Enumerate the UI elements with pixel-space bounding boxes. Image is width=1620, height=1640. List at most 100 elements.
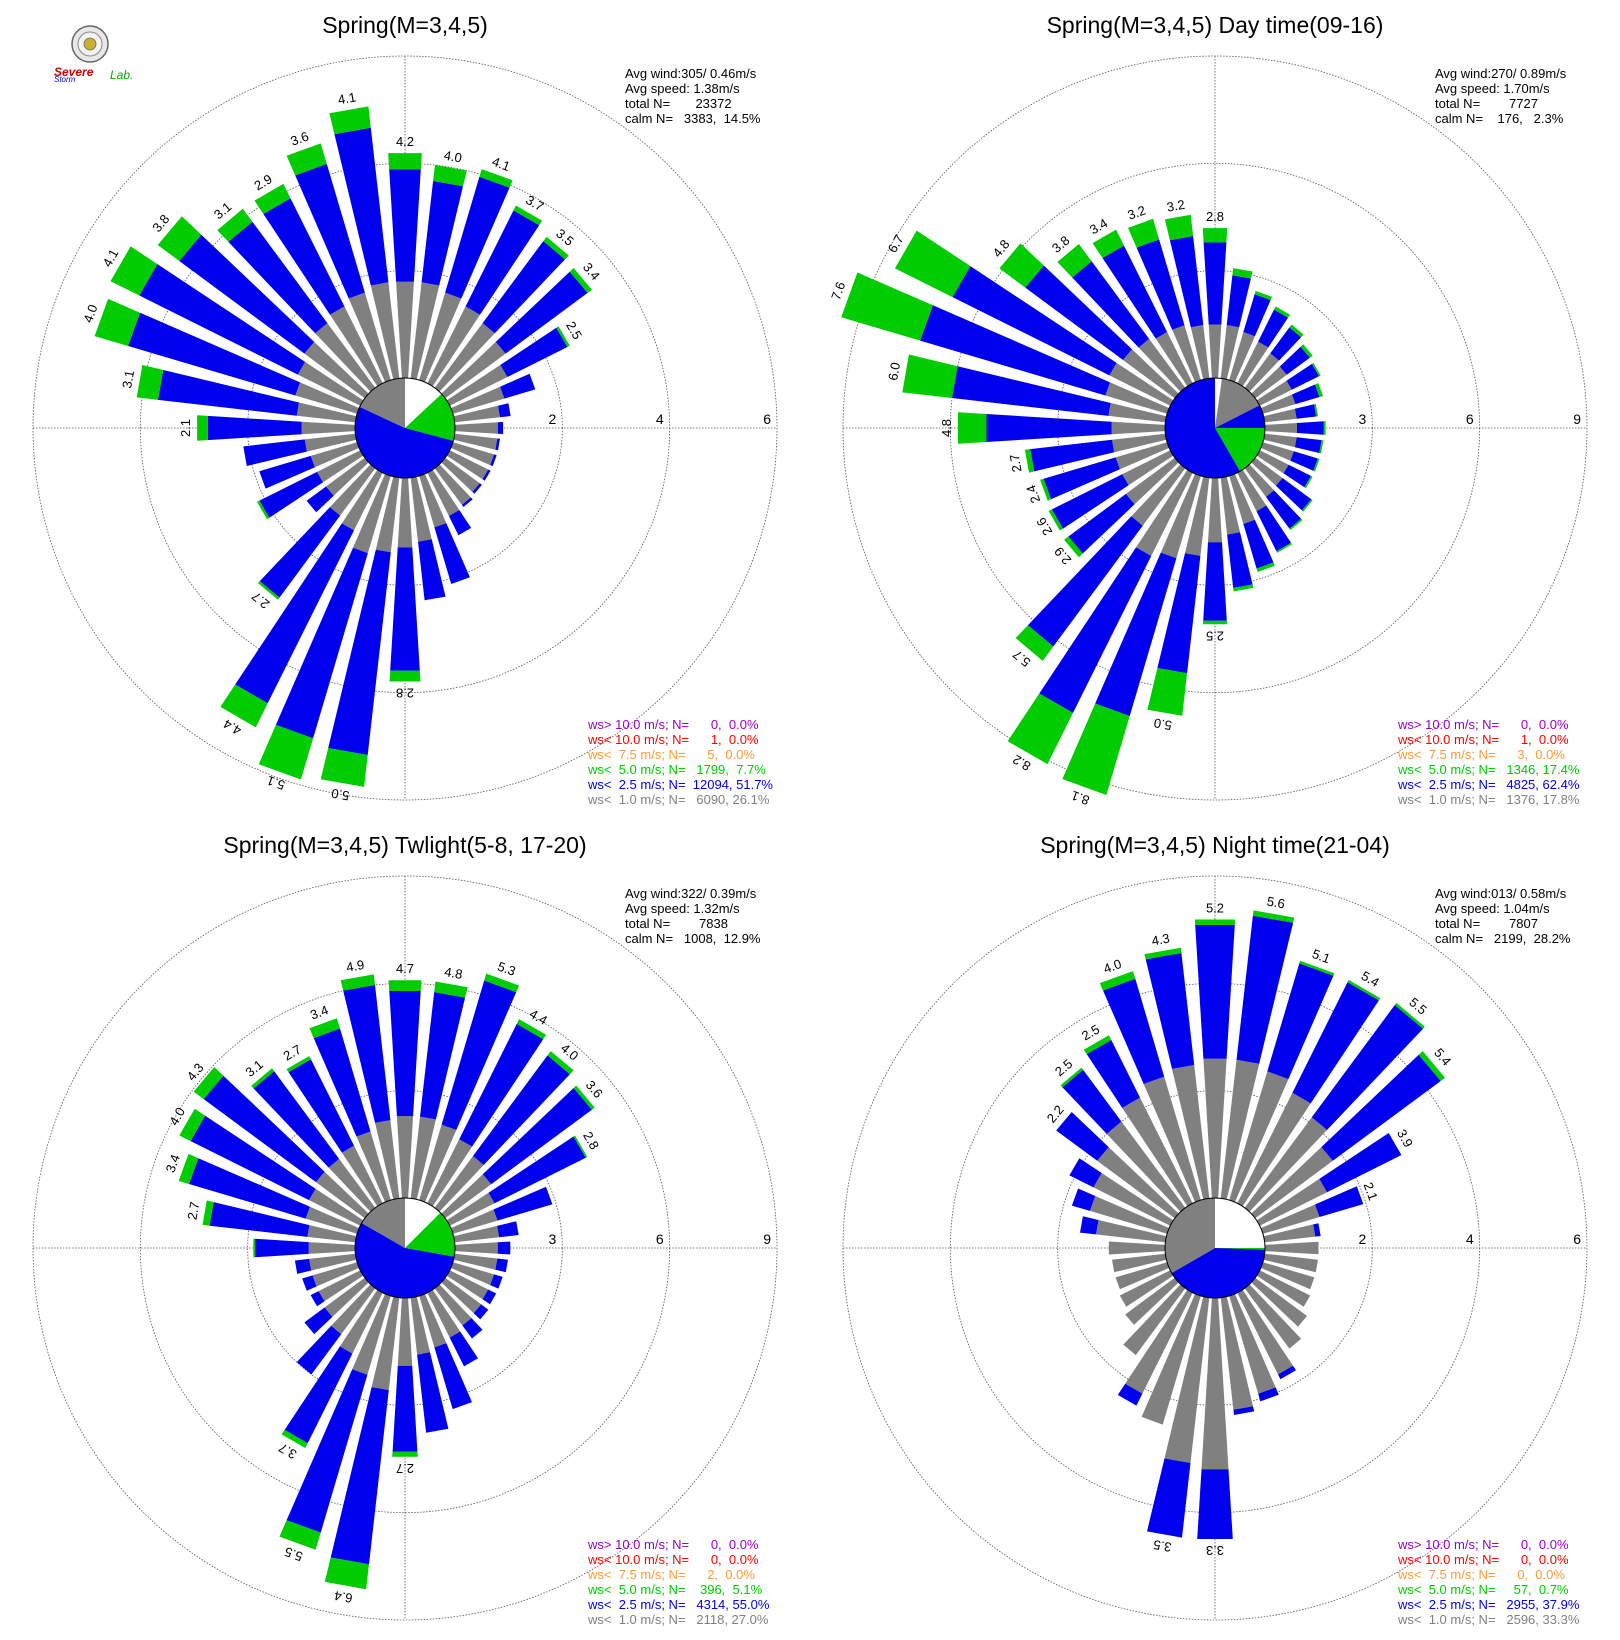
bar-segment (441, 1174, 492, 1219)
bar-segment (1276, 542, 1292, 553)
bar-segment (1108, 1241, 1166, 1255)
direction-bar (1229, 960, 1335, 1203)
legend-entry: ws< 7.5 m/s; N= 5, 0.0% (588, 747, 755, 762)
bar-segment (375, 476, 400, 553)
direction-bar (259, 442, 360, 489)
bar-segment (495, 1258, 508, 1273)
bar-segment (473, 1055, 570, 1165)
direction-bar (427, 1019, 547, 1207)
direction-bar (217, 208, 376, 392)
legend-entry: ws< 5.0 m/s; N= 1799, 7.7% (588, 762, 766, 777)
bar-segment (1062, 1069, 1122, 1134)
direction-bar (1083, 1035, 1193, 1207)
direction-bar (427, 469, 472, 536)
bar-segment (434, 1156, 484, 1212)
bar-segment (952, 266, 1117, 376)
bar-value-label: 4.0 (80, 302, 100, 324)
bar-segment (986, 414, 1112, 442)
bar-segment (490, 1274, 503, 1289)
bar-segment (306, 486, 334, 513)
legend-entry: ws< 5.0 m/s; N= 57, 0.7% (1398, 1582, 1569, 1597)
bar-value-label: 5.5 (282, 1544, 304, 1564)
bar-value-label: 2.8 (580, 1129, 602, 1152)
bar-segment (1227, 532, 1253, 588)
bar-segment (441, 457, 480, 492)
bar-segment (313, 1028, 371, 1137)
bar-segment (94, 298, 141, 346)
bar-segment (410, 282, 440, 380)
bar-segment (461, 497, 473, 507)
bars (841, 214, 1326, 795)
stat-avg-wind: Avg wind:013/ 0.58m/s (1435, 886, 1567, 901)
stats-box: Avg wind:270/ 0.89m/s Avg speed: 1.70m/s… (1435, 66, 1566, 126)
bar-segment (1290, 451, 1318, 471)
direction-bar (251, 1068, 376, 1212)
bar-value-label: 4.3 (184, 1060, 207, 1083)
bar-segment (1237, 469, 1267, 512)
bar-segment (1160, 473, 1201, 559)
bar-segment (1157, 553, 1201, 674)
direction-bar (389, 477, 421, 682)
bar-segment (1313, 1223, 1321, 1237)
stat-total-n: total N= 7838 (625, 916, 728, 931)
bar-value-label: 4.0 (443, 147, 463, 165)
direction-bar (294, 1253, 357, 1274)
bar-segment (1203, 542, 1227, 621)
bar-value-label: 2.8 (1206, 209, 1224, 224)
direction-bar (1064, 457, 1179, 558)
direction-bar (1229, 473, 1275, 572)
bar-value-label: 5.6 (1266, 893, 1286, 911)
bar-value-label: 5.1 (1310, 946, 1332, 966)
direction-bar (1202, 228, 1228, 379)
direction-bar (1244, 1284, 1302, 1349)
direction-bar (1147, 1296, 1210, 1538)
bar-segment (841, 272, 933, 341)
calm-pie (1164, 377, 1266, 479)
bar-segment (158, 370, 299, 416)
bar-segment (1051, 474, 1129, 529)
bar-segment (1274, 306, 1290, 318)
calm-pie-slice (1164, 378, 1240, 478)
bar-segment (179, 234, 315, 354)
direction-bar (286, 143, 391, 383)
bar-segment (1125, 457, 1179, 505)
bar-segment (1128, 218, 1160, 248)
bar-segment (1112, 433, 1167, 453)
bar-segment (1292, 982, 1379, 1104)
stat-total-n: total N= 23372 (625, 96, 732, 111)
bar-segment (446, 1270, 489, 1300)
bar-segment (389, 991, 421, 1116)
calm-pie-slice (354, 406, 454, 479)
calm-pie-slice (354, 1223, 455, 1299)
bar-segment (1256, 450, 1289, 474)
calm-pie (354, 377, 456, 479)
calm-pie-slice (405, 1212, 455, 1257)
stat-avg-speed: Avg speed: 1.38m/s (625, 81, 740, 96)
legend-entry: ws< 10.0 m/s; N= 1, 0.0% (588, 732, 759, 747)
bar-segment (1027, 516, 1143, 647)
bar-value-label: 3.5 (553, 226, 576, 249)
bar-segment (1195, 924, 1235, 1059)
bar-segment (427, 306, 480, 387)
bar-segment (1068, 493, 1135, 554)
bar-segment (1203, 242, 1227, 325)
bar-segment (389, 670, 421, 682)
bar-segment (1229, 1293, 1276, 1394)
bar-segment (556, 326, 570, 347)
bar-segment (1237, 341, 1269, 387)
bar-segment (500, 327, 568, 377)
calm-pie-outline (1164, 1197, 1266, 1299)
severe-storm-lab-logo: Severe Storm Lab. (52, 24, 152, 84)
bar-segment (1030, 439, 1115, 472)
bar-segment (1155, 332, 1193, 387)
bar-value-label: 5.2 (1206, 900, 1224, 915)
calm-pie-slice (1215, 1248, 1266, 1250)
windrose-panel-twilight: 3 6 9 4.7 4.8 5.3 4.4 4.0 3.6 2.8 2.7 6.4 5.5 3.7 2.7 3… (0, 820, 810, 1640)
bar-segment (1244, 353, 1279, 392)
direction-bar (320, 476, 400, 787)
bar-segment (297, 361, 364, 406)
direction-bar (434, 236, 569, 392)
direction-bar (1123, 1284, 1186, 1356)
bar-segment (207, 415, 302, 441)
direction-bar (1203, 477, 1227, 625)
